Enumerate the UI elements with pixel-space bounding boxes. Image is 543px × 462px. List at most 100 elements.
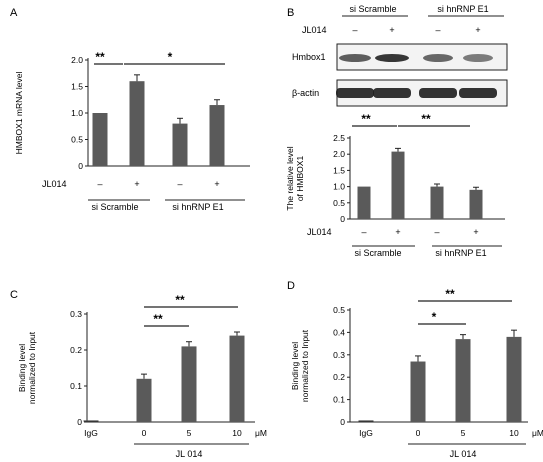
group-label: si hnRNP E1: [172, 202, 223, 212]
y-tick-label: 2.0: [71, 55, 83, 65]
beta-actin-band: [373, 88, 411, 98]
x-tick-label: 0: [142, 428, 147, 438]
treatment-mark: –: [361, 227, 366, 237]
y-axis-label: Binding levelnormalized to Input: [17, 331, 37, 404]
y-tick-label: 0.5: [71, 135, 83, 145]
y-tick-label: 0.5: [333, 305, 345, 315]
panel-letter: A: [10, 7, 18, 19]
y-tick-label: 1.5: [71, 82, 83, 92]
x-tick-label: 0: [416, 428, 421, 438]
hmbox1-band: [375, 54, 409, 62]
y-axis-label-line: HMBOX1 mRNA level: [14, 72, 24, 155]
treatment-label: JL014: [302, 25, 327, 35]
y-tick-label: 1.0: [71, 108, 83, 118]
bar: [129, 81, 145, 166]
panel-c: C 0 0.1 0.2 0.3 Binding levelnormalized to In…: [10, 289, 267, 459]
blot-row-label: β-actin: [292, 88, 319, 98]
panel-letter: B: [287, 7, 294, 19]
significance-marker: *: [168, 50, 173, 64]
beta-actin-band: [419, 88, 457, 98]
bar: [181, 346, 197, 422]
y-tick-label: 0.3: [70, 309, 82, 319]
significance-marker: **: [153, 312, 163, 326]
beta-actin-band: [459, 88, 497, 98]
y-tick-label: 0.2: [70, 345, 82, 355]
x-tick-label: 10: [509, 428, 519, 438]
y-axis-label: Binding levelnormalized to Input: [290, 329, 310, 402]
y-tick-label: 0.5: [333, 198, 345, 208]
blot-group-label: si hnRNP E1: [437, 4, 488, 14]
x-tick-label: IgG: [84, 428, 98, 438]
bar: [92, 113, 108, 166]
group-label: si hnRNP E1: [435, 248, 486, 258]
bar: [391, 151, 405, 219]
y-axis-label-line: Binding level: [17, 344, 27, 392]
bar: [357, 186, 371, 219]
panel-letter: D: [287, 280, 295, 292]
panel-letter: C: [10, 289, 18, 301]
treatment-label: JL014: [307, 227, 332, 237]
y-axis-label-line: normalized to Input: [27, 331, 37, 404]
treatment-mark: +: [475, 25, 480, 35]
y-tick-label: 0: [340, 214, 345, 224]
y-axis-label-line: Binding level: [290, 342, 300, 390]
unit-label: μM: [255, 428, 267, 438]
y-axis-label-line: of HMBOX1: [295, 156, 305, 202]
hmbox1-band: [423, 54, 453, 62]
treatment-mark: –: [177, 179, 182, 189]
treatment-mark: –: [352, 25, 357, 35]
y-tick-label: 0: [340, 417, 345, 427]
bar: [506, 336, 522, 422]
treatment-mark: –: [434, 227, 439, 237]
group-label: si Scramble: [91, 202, 138, 212]
significance-marker: **: [445, 287, 455, 301]
panel-d: D 0 0.1 0.2 0.3 0.4 0.5 Binding levelnormalized…: [287, 280, 543, 459]
y-tick-label: 0.4: [333, 327, 345, 337]
y-tick-label: 0: [78, 161, 83, 171]
group-label: JL 014: [450, 449, 477, 459]
treatment-label: JL014: [42, 179, 67, 189]
significance-marker: *: [432, 310, 437, 324]
x-tick-label: 5: [187, 428, 192, 438]
bar: [136, 378, 152, 422]
bar: [172, 123, 188, 166]
group-label: JL 014: [176, 449, 203, 459]
x-tick-label: IgG: [359, 428, 373, 438]
treatment-mark: –: [435, 25, 440, 35]
x-tick-label: 5: [461, 428, 466, 438]
y-tick-label: 0.1: [333, 395, 345, 405]
group-label: si Scramble: [354, 248, 401, 258]
bar: [455, 339, 471, 422]
treatment-mark: +: [389, 25, 394, 35]
bar: [430, 186, 444, 219]
bar: [410, 361, 426, 422]
y-axis-label: HMBOX1 mRNA level: [14, 72, 24, 155]
y-tick-label: 0.2: [333, 372, 345, 382]
significance-marker: **: [175, 293, 185, 307]
unit-label: μM: [532, 428, 543, 438]
y-axis-label-line: normalized to Input: [300, 329, 310, 402]
y-axis-label-line: The relative level: [285, 146, 295, 210]
significance-marker: **: [421, 112, 431, 126]
bar: [469, 189, 483, 219]
treatment-mark: +: [134, 179, 139, 189]
y-tick-label: 1.0: [333, 182, 345, 192]
blot-group-label: si Scramble: [349, 4, 396, 14]
y-tick-label: 2.0: [333, 149, 345, 159]
y-tick-label: 0: [77, 417, 82, 427]
bar: [229, 335, 245, 422]
treatment-mark: –: [97, 179, 102, 189]
treatment-mark: +: [395, 227, 400, 237]
panel-b: B 0 0.5 1.0 1.5 2.0 2.5 The relative levelof HM…: [285, 4, 508, 258]
y-axis-label: The relative levelof HMBOX1: [285, 146, 305, 210]
y-tick-label: 2.5: [333, 133, 345, 143]
significance-marker: **: [361, 112, 371, 126]
y-tick-label: 1.5: [333, 165, 345, 175]
hmbox1-band: [463, 54, 493, 62]
blot-row-label: Hmbox1: [292, 52, 326, 62]
bar: [209, 105, 225, 166]
y-tick-label: 0.1: [70, 381, 82, 391]
treatment-mark: +: [214, 179, 219, 189]
hmbox1-band: [339, 54, 371, 62]
